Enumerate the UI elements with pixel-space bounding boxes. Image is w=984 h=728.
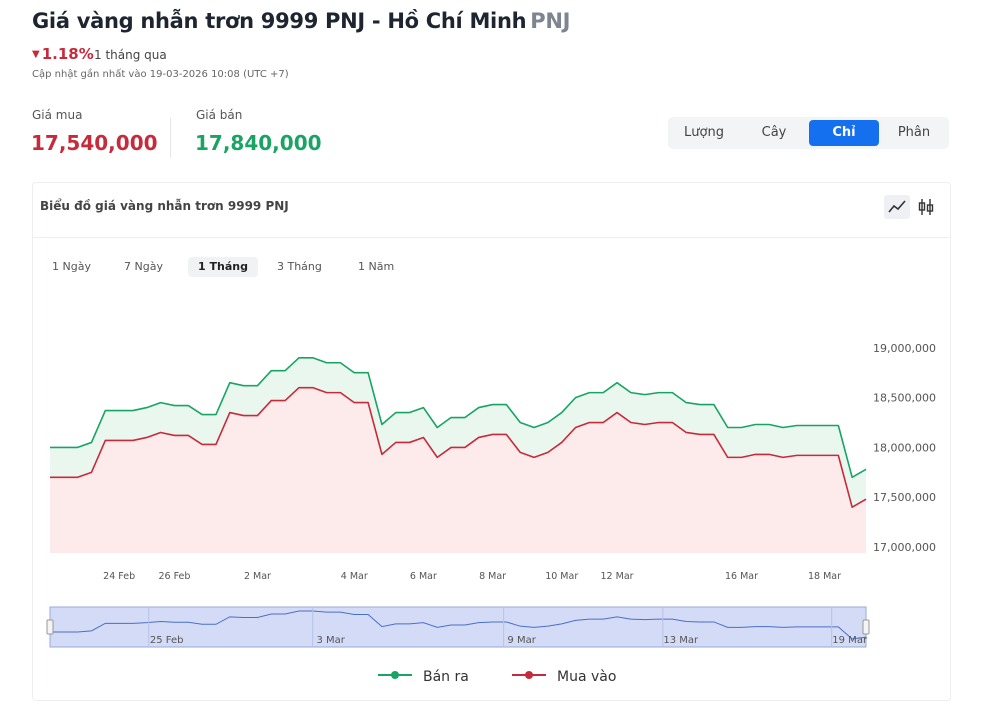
legend-label: Mua vào [557, 669, 616, 685]
legend-label: Bán ra [423, 669, 469, 685]
sell-label: Giá bán [196, 108, 243, 122]
buy-label: Giá mua [32, 108, 83, 122]
unit-button[interactable]: Phân [897, 125, 931, 140]
x-tick-label: 12 Mar [601, 571, 634, 582]
title-text: Giá vàng nhẫn trơn 9999 PNJ - Hồ Chí Min… [32, 9, 527, 33]
unit-button[interactable]: Lượng [684, 125, 724, 140]
y-tick-label: 18,500,000 [873, 392, 936, 405]
buy-price: 17,540,000 [31, 131, 158, 155]
x-tick-label: 24 Feb [103, 571, 135, 582]
navigator-label: 3 Mar [316, 635, 345, 646]
line [50, 386, 867, 508]
x-tick-label: 8 Mar [479, 571, 506, 582]
range-button[interactable]: 3 Tháng [277, 260, 322, 273]
navigator-line [50, 610, 867, 640]
card-divider [33, 237, 949, 238]
y-tick-label: 18,000,000 [873, 441, 936, 454]
line [50, 356, 867, 479]
navigator-label: 25 Feb [150, 635, 184, 646]
range-button[interactable]: 1 Ngày [52, 260, 91, 273]
line-chart-button[interactable] [884, 195, 910, 219]
change-value: 1.18% [41, 45, 94, 63]
title: Giá vàng nhẫn trơn 9999 PNJ - Hồ Chí Min… [32, 9, 570, 33]
x-tick-label: 16 Mar [725, 571, 758, 582]
range-button[interactable]: 1 Tháng [188, 257, 258, 277]
navigator-label: 19 Mar [832, 635, 868, 646]
updated: Cập nhật gần nhất vào 19-03-2026 10:08 (… [32, 69, 289, 80]
range-button[interactable]: 1 Năm [358, 260, 395, 273]
x-tick-label: 10 Mar [545, 571, 578, 582]
separator [170, 118, 171, 158]
sell-price: 17,840,000 [195, 131, 322, 155]
unit-switch: Lượng Cây Chỉ Phân [668, 117, 949, 149]
brand: PNJ [530, 9, 571, 33]
navigator-label: 13 Mar [663, 635, 699, 646]
y-tick-label: 19,000,000 [873, 342, 936, 355]
card-title: Biểu đồ giá vàng nhẫn trơn 9999 PNJ [40, 199, 289, 213]
chart-type-buttons [884, 195, 934, 219]
area [50, 387, 866, 553]
x-tick-label: 26 Feb [159, 571, 191, 582]
legend-dot [525, 671, 533, 679]
legend-dot [391, 671, 399, 679]
range-button[interactable]: 7 Ngày [124, 260, 163, 273]
x-tick-label: 6 Mar [410, 571, 437, 582]
x-tick-label: 4 Mar [341, 571, 368, 582]
change: ▼ 1.18% [32, 45, 94, 63]
y-tick-label: 17,500,000 [873, 491, 936, 504]
navigator-handle [862, 619, 870, 635]
down-icon: ▼ [32, 49, 40, 60]
change-period: 1 tháng qua [94, 48, 167, 62]
y-tick-label: 17,000,000 [873, 541, 936, 554]
navigator-label: 9 Mar [507, 635, 536, 646]
unit-button[interactable]: Chỉ [809, 120, 879, 146]
unit-button[interactable]: Cây [761, 125, 787, 140]
candle-icon[interactable] [918, 199, 934, 215]
x-tick-label: 18 Mar [808, 571, 841, 582]
x-tick-label: 2 Mar [244, 571, 271, 582]
navigator-handle [46, 619, 54, 635]
line-icon [888, 200, 906, 213]
